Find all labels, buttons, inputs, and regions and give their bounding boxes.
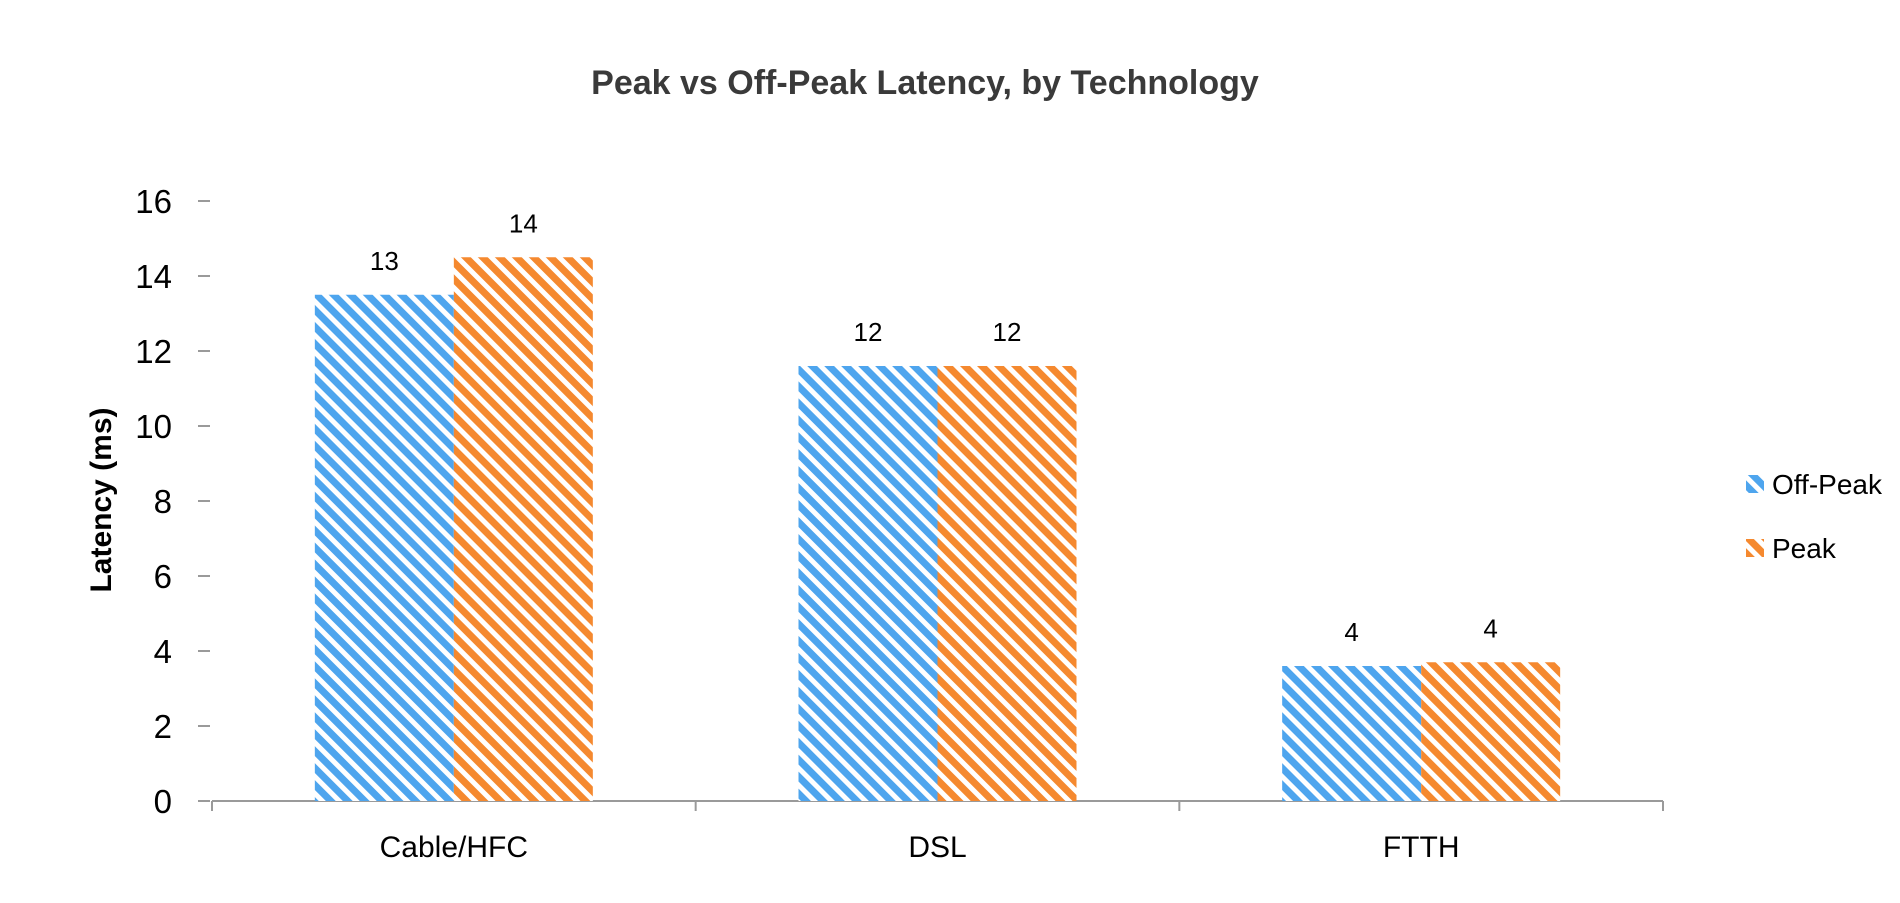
axes: 0 2 4 6 8 10 12 14 16 Cable/HFC DSL FTTH <box>135 183 1664 864</box>
bar-off-peak-2 <box>1282 666 1422 801</box>
x-tick-label: DSL <box>908 831 966 864</box>
legend-label: Peak <box>1772 533 1837 564</box>
y-tick-label: 0 <box>154 783 172 820</box>
bar-peak-0 <box>453 257 593 801</box>
y-tick-label: 10 <box>135 408 172 445</box>
legend-swatch <box>1746 475 1764 493</box>
chart-title: Peak vs Off-Peak Latency, by Technology <box>591 64 1259 102</box>
bars <box>314 257 1561 801</box>
data-label: 13 <box>370 246 399 276</box>
data-labels: 13 12 4 14 12 4 <box>370 208 1498 647</box>
data-label: 4 <box>1344 617 1358 647</box>
legend-label: Off-Peak <box>1772 469 1883 500</box>
y-tick-label: 6 <box>154 558 172 595</box>
data-label: 12 <box>993 317 1022 347</box>
x-tick-label: Cable/HFC <box>380 831 528 864</box>
x-tick-label: FTTH <box>1383 831 1460 864</box>
y-tick-label: 4 <box>154 633 172 670</box>
bar-peak-1 <box>937 366 1077 801</box>
y-tick-label: 2 <box>154 708 172 745</box>
legend: Off-Peak Peak <box>1746 469 1883 564</box>
legend-swatch <box>1746 539 1764 557</box>
bar-off-peak-0 <box>314 294 454 801</box>
y-tick-label: 14 <box>135 258 172 295</box>
y-tick-label: 12 <box>135 333 172 370</box>
data-label: 4 <box>1483 613 1497 643</box>
bar-peak-2 <box>1421 662 1561 801</box>
y-tick-label: 16 <box>135 183 172 220</box>
y-tick-label: 8 <box>154 483 172 520</box>
bar-off-peak-1 <box>798 366 938 801</box>
data-label: 12 <box>854 317 883 347</box>
data-label: 14 <box>509 208 538 238</box>
y-axis-label: Latency (ms) <box>85 407 118 592</box>
